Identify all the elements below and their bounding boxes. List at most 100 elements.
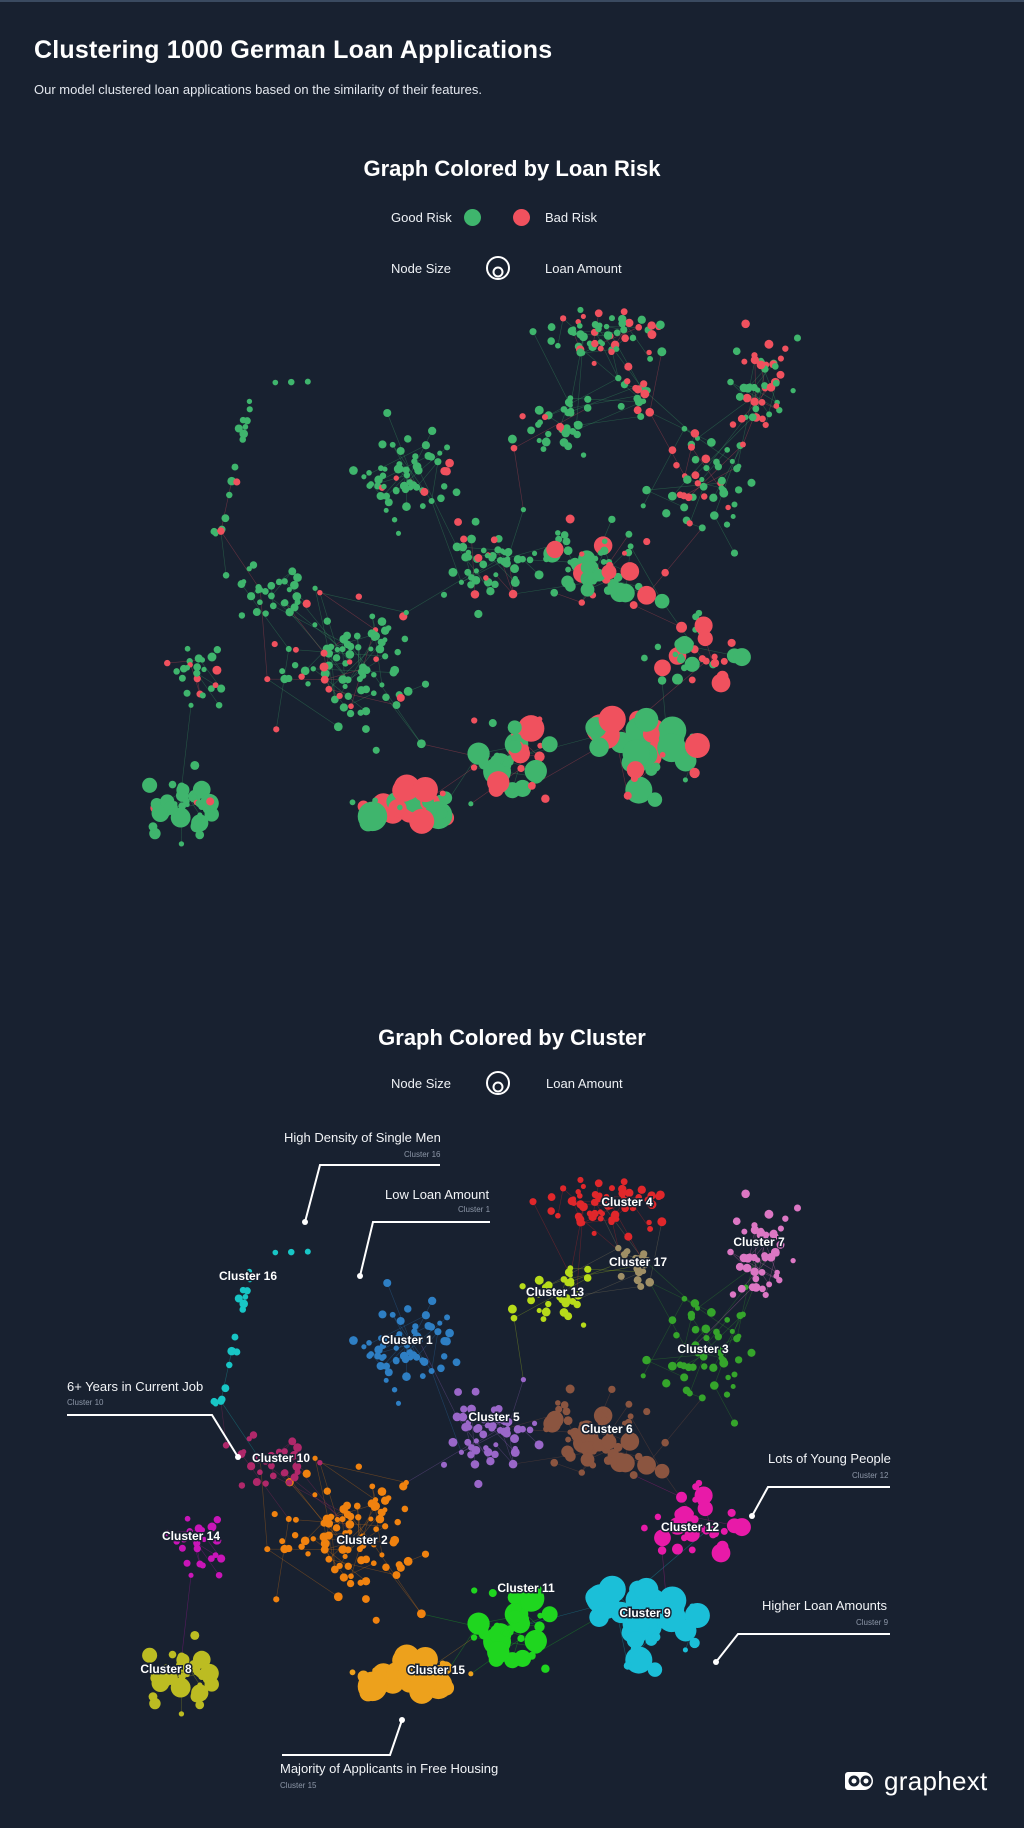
- graph-node: [782, 1215, 789, 1222]
- graph-node: [645, 407, 655, 417]
- graph-node: [793, 1204, 802, 1212]
- graph-node: [357, 801, 388, 832]
- graph-node: [421, 680, 430, 688]
- annotation-leader-line: [282, 1719, 403, 1756]
- graph-node: [622, 1609, 650, 1637]
- graph-node: [541, 794, 550, 803]
- graph-node: [342, 683, 348, 690]
- graph-node: [520, 1377, 527, 1383]
- graph-node: [560, 315, 567, 322]
- graph-node: [293, 1443, 302, 1452]
- graph-node: [323, 617, 331, 625]
- graph-node: [199, 1562, 206, 1569]
- graph-node: [776, 406, 783, 414]
- graph-node: [396, 1563, 405, 1572]
- graph-edge: [614, 322, 630, 346]
- graph-node: [643, 1407, 651, 1416]
- annotation-leader-line: [304, 1164, 440, 1223]
- graph-edge: [220, 1351, 232, 1402]
- graph-node: [591, 1230, 597, 1236]
- graph-node: [576, 1200, 585, 1209]
- graph-node: [272, 379, 279, 386]
- graph-node: [382, 1523, 389, 1530]
- graph-node: [241, 579, 247, 585]
- graph-node: [735, 392, 744, 401]
- graph-node: [183, 689, 191, 697]
- graph-node: [280, 599, 288, 607]
- graph-node: [627, 543, 634, 550]
- graph-node: [747, 478, 756, 487]
- graph-node: [420, 1357, 429, 1366]
- graph-node: [560, 1276, 568, 1283]
- annotation-title: Lots of Young People: [768, 1451, 891, 1466]
- graph-node: [564, 1312, 573, 1321]
- graph-node: [667, 1361, 677, 1371]
- graph-node: [603, 586, 613, 595]
- graphext-logo-icon: [845, 1772, 873, 1790]
- graph-node: [468, 1671, 474, 1677]
- graph-edge: [630, 1416, 663, 1472]
- graph-node: [625, 1400, 633, 1408]
- graph-node: [563, 546, 573, 555]
- graph-edge: [614, 1192, 630, 1216]
- legend-bad-risk-swatch: [513, 209, 530, 226]
- graph-node: [195, 830, 205, 840]
- graph-node: [793, 334, 802, 342]
- graph-node: [642, 1355, 651, 1365]
- graph-node: [242, 1294, 249, 1300]
- graph-node: [547, 323, 556, 331]
- graph-node: [567, 1265, 574, 1272]
- graph-node: [292, 592, 302, 601]
- legend-bad-risk-label: Bad Risk: [545, 210, 598, 225]
- graph-node: [608, 1218, 615, 1226]
- graph-node: [442, 1337, 451, 1346]
- graph-node: [480, 547, 487, 554]
- graph-node: [448, 1437, 458, 1447]
- graph-node: [684, 732, 710, 758]
- graph-node: [637, 1455, 656, 1475]
- graph-node: [686, 520, 693, 527]
- graph-node: [747, 1348, 756, 1357]
- graph-node: [167, 1678, 174, 1685]
- graph-node: [524, 759, 547, 783]
- graph-node: [579, 1421, 585, 1427]
- cluster-label: Cluster 5: [468, 1410, 520, 1424]
- graph-node: [391, 517, 398, 523]
- graph-node: [608, 1185, 615, 1192]
- graph-edge: [706, 417, 747, 469]
- graph-node: [399, 1351, 409, 1361]
- graph-node: [633, 1264, 642, 1273]
- graph-node: [621, 1204, 629, 1213]
- graph-node: [594, 1179, 603, 1188]
- graph-node: [659, 1621, 666, 1628]
- graph-node: [645, 1277, 655, 1287]
- graph-node: [348, 703, 354, 710]
- graph-edge: [363, 444, 427, 478]
- graph-node: [222, 572, 230, 579]
- cluster-label: Cluster 12: [661, 1520, 719, 1534]
- node-size-label: Node Size: [391, 261, 451, 276]
- graph-node: [288, 567, 297, 576]
- graph-node: [286, 587, 292, 593]
- graph-nodes: [142, 1176, 802, 1717]
- graph-node: [271, 641, 278, 648]
- graph-node: [748, 1283, 757, 1292]
- graph-node: [759, 415, 766, 423]
- graph-node: [291, 1531, 299, 1539]
- graph-node: [589, 737, 609, 757]
- graph-node: [616, 583, 635, 603]
- graph-node: [772, 379, 780, 387]
- graph-node: [344, 676, 352, 684]
- graph-node: [357, 1538, 365, 1546]
- graph-node: [378, 1335, 384, 1342]
- graph-node: [676, 1361, 684, 1369]
- graph-node: [597, 1215, 604, 1222]
- graph-edge: [714, 515, 735, 554]
- graph-node: [534, 1440, 544, 1450]
- graph-node: [319, 1532, 329, 1542]
- graph-node: [255, 1454, 262, 1461]
- graph-edge: [646, 527, 703, 596]
- graph-edge: [684, 1317, 692, 1347]
- graph-node: [734, 486, 743, 494]
- graph-node: [591, 339, 599, 348]
